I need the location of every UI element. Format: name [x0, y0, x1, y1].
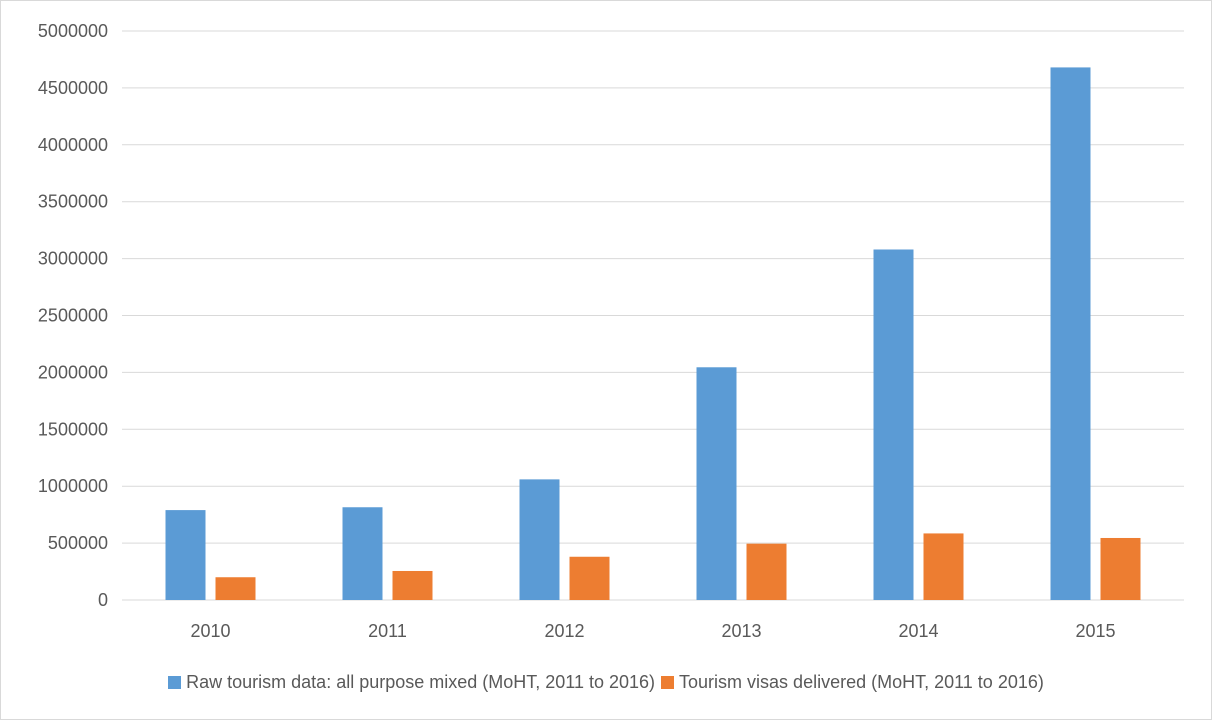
bar-2013-series-1: [696, 367, 737, 600]
x-tick-label: 2015: [1075, 621, 1115, 641]
bar-2014-series-1: [873, 249, 914, 600]
bar-2015-series-2: [1100, 537, 1141, 600]
y-tick-label: 1500000: [38, 419, 108, 439]
x-tick-label: 2012: [544, 621, 584, 641]
legend-swatch-series-2: [661, 676, 675, 689]
bar-2011-series-1: [342, 507, 383, 600]
y-tick-label: 5000000: [38, 21, 108, 41]
bar-2011-series-2: [392, 570, 433, 600]
bar-2010-series-1: [165, 510, 206, 600]
y-tick-label: 1000000: [38, 476, 108, 496]
y-tick-label: 2000000: [38, 362, 108, 382]
bar-chart: 0 500000 1000000 1500000 2000000 2500000 30000…: [38, 21, 1184, 641]
y-tick-label: 0: [98, 590, 108, 610]
bars: [165, 67, 1141, 600]
y-tick-label: 4000000: [38, 135, 108, 155]
bar-2010-series-2: [215, 577, 256, 600]
gridlines: [122, 30, 1184, 601]
y-tick-label: 3000000: [38, 249, 108, 269]
y-tick-label: 3500000: [38, 192, 108, 212]
legend-label-series-1: Raw tourism data: all purpose mixed (MoH…: [186, 672, 656, 692]
legend-swatch-series-1: [168, 676, 182, 689]
legend: Raw tourism data: all purpose mixed (MoH…: [0, 672, 1212, 693]
legend-label-series-2: Tourism visas delivered (MoHT, 2011 to 2…: [679, 672, 1044, 692]
y-tick-label: 500000: [48, 533, 108, 553]
legend-item-series-1: Raw tourism data: all purpose mixed (MoH…: [168, 672, 655, 693]
bar-2012-series-1: [519, 479, 560, 600]
x-tick-label: 2013: [721, 621, 761, 641]
y-tick-label: 4500000: [38, 78, 108, 98]
legend-item-series-2: Tourism visas delivered (MoHT, 2011 to 2…: [661, 672, 1044, 693]
bar-2014-series-2: [923, 533, 964, 600]
bar-2013-series-2: [746, 543, 787, 600]
x-tick-label: 2011: [368, 621, 407, 641]
x-axis-ticks: 2010 2011 2012 2013 2014 2015: [190, 621, 1115, 641]
bar-2012-series-2: [569, 556, 610, 600]
y-axis-ticks: 0 500000 1000000 1500000 2000000 2500000 30000…: [38, 21, 108, 610]
x-tick-label: 2014: [898, 621, 938, 641]
x-tick-label: 2010: [190, 621, 230, 641]
bar-2015-series-1: [1050, 67, 1091, 600]
y-tick-label: 2500000: [38, 306, 108, 326]
